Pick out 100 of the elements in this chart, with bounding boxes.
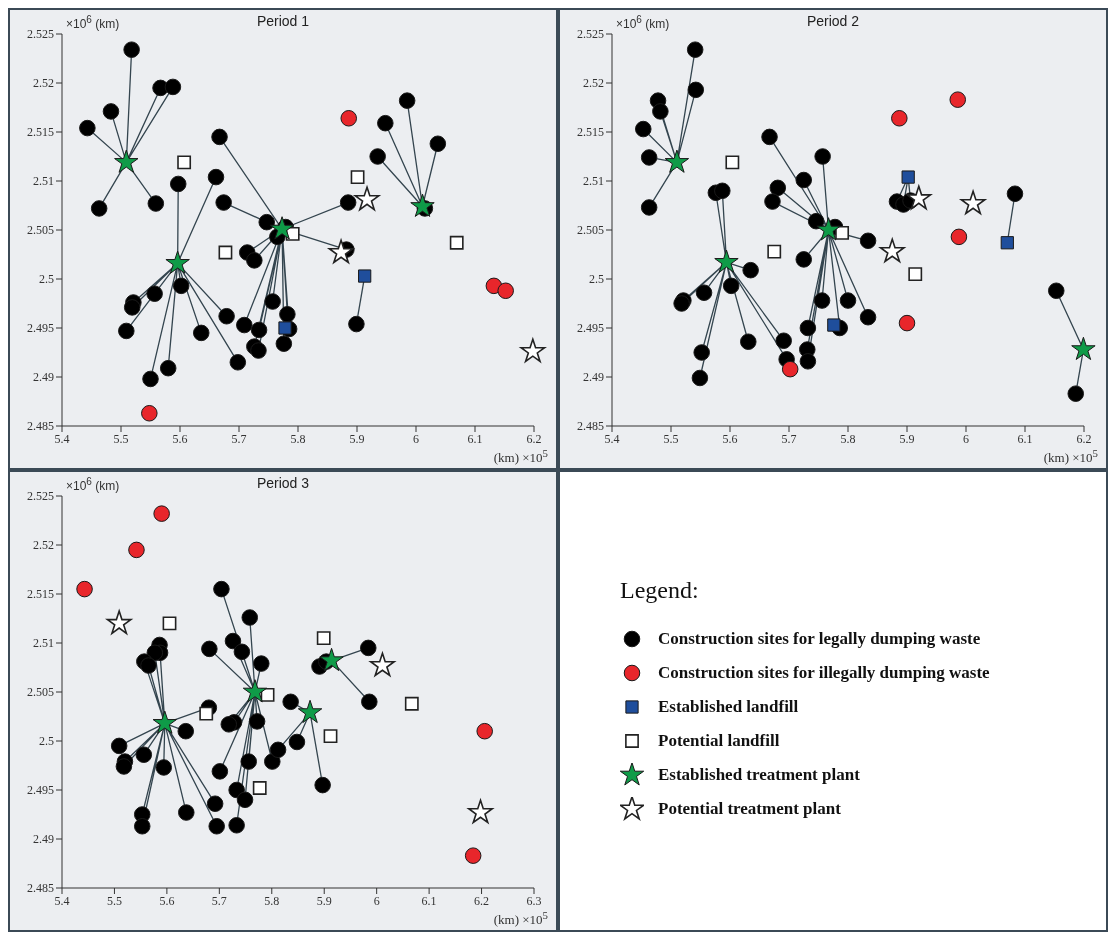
point <box>742 261 759 279</box>
x-tick-label: 6.2 <box>526 431 542 446</box>
point <box>795 171 813 189</box>
y-tick-label: 2.505 <box>27 223 54 238</box>
point <box>652 103 669 120</box>
legend-label: Established treatment plant <box>658 764 860 785</box>
point <box>253 655 270 672</box>
point <box>360 639 377 657</box>
point <box>859 232 877 250</box>
point <box>891 110 908 127</box>
point <box>208 818 225 835</box>
point <box>192 324 210 342</box>
point <box>795 251 813 268</box>
point <box>348 315 365 333</box>
point <box>314 776 331 794</box>
x-tick-label: 6 <box>963 431 969 446</box>
point <box>207 168 225 186</box>
point <box>476 722 493 740</box>
point <box>328 239 354 264</box>
legend-label: Construction sites for illegally dumping waste <box>658 662 990 683</box>
point <box>264 753 281 770</box>
y-tick-label: 2.515 <box>577 125 604 140</box>
point <box>250 321 268 339</box>
point <box>264 293 281 310</box>
point <box>135 746 153 763</box>
point <box>229 354 247 371</box>
point <box>722 277 740 295</box>
legend-label: Established landfill <box>658 696 799 717</box>
y-tick-label: 2.485 <box>27 419 54 434</box>
point <box>323 729 338 744</box>
point <box>520 338 546 363</box>
y-axis-title: ×10$^{6}$ (km) <box>66 476 120 493</box>
point <box>714 182 731 200</box>
point <box>714 249 739 273</box>
x-tick-label: 5.9 <box>316 893 332 908</box>
x-tick-label: 5.8 <box>264 893 280 908</box>
point <box>241 609 259 626</box>
chart-title: Period 3 <box>256 475 310 491</box>
y-tick-label: 2.505 <box>577 223 604 238</box>
x-tick-label: 5.5 <box>663 431 679 446</box>
point <box>123 41 140 58</box>
point <box>358 269 372 283</box>
point <box>764 193 781 210</box>
point <box>252 781 267 795</box>
x-tick-label: 5.4 <box>604 431 620 446</box>
point <box>1047 282 1065 300</box>
point <box>260 688 275 702</box>
y-tick-label: 2.505 <box>27 685 54 700</box>
y-tick-label: 2.5 <box>589 272 604 287</box>
point <box>133 818 151 835</box>
point <box>201 640 218 658</box>
point <box>695 284 713 301</box>
x-tick-label: 6.1 <box>467 431 483 446</box>
point <box>102 103 120 120</box>
point <box>634 120 652 138</box>
point <box>118 322 135 340</box>
point <box>725 155 740 170</box>
point <box>827 318 841 332</box>
x-tick-label: 5.5 <box>106 893 122 908</box>
point <box>799 319 817 337</box>
point <box>213 580 230 598</box>
point <box>206 795 224 812</box>
x-tick-label: 5.6 <box>722 431 738 446</box>
point <box>781 360 799 378</box>
point <box>172 277 190 295</box>
point <box>128 541 145 559</box>
x-tick-label: 6.3 <box>526 893 542 908</box>
point <box>141 405 158 422</box>
x-axis-title: (km) ×10$^{5}$ <box>493 446 548 466</box>
point <box>233 643 251 661</box>
point <box>901 170 915 184</box>
point <box>1071 336 1096 361</box>
point <box>839 292 857 309</box>
point <box>691 369 709 387</box>
y-tick-label: 2.49 <box>33 370 54 385</box>
y-tick-label: 2.525 <box>27 27 54 42</box>
point <box>354 186 380 211</box>
y-tick-label: 2.525 <box>577 27 604 42</box>
point <box>115 758 133 775</box>
x-tick-label: 5.9 <box>899 431 915 446</box>
y-tick-label: 2.485 <box>27 881 54 896</box>
point <box>1067 385 1085 402</box>
point <box>177 722 195 740</box>
point <box>282 693 299 711</box>
point <box>297 699 323 724</box>
y-tick-label: 2.495 <box>577 321 604 336</box>
point <box>664 149 690 173</box>
point <box>162 616 177 631</box>
y-tick-label: 2.525 <box>27 489 54 504</box>
point <box>110 737 128 755</box>
point <box>369 652 395 677</box>
point <box>377 114 394 132</box>
point <box>429 135 447 153</box>
point <box>228 817 245 834</box>
point <box>410 193 435 217</box>
y-axis-title: ×10$^{6}$ (km) <box>616 14 670 31</box>
point <box>211 128 228 146</box>
point <box>114 149 139 173</box>
point <box>761 128 778 146</box>
x-axis-title: (km) ×10$^{5}$ <box>493 908 548 928</box>
